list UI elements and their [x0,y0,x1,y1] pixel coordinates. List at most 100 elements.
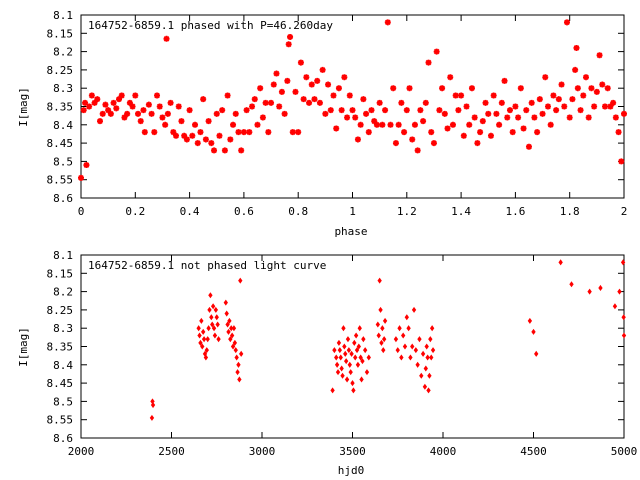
top-data-point [227,136,234,143]
top-data-point [547,121,554,128]
top-data-point [213,110,220,117]
top-data-point [289,129,296,136]
top-data-point [566,114,573,121]
top-data-point [285,41,292,48]
top-data-point [197,129,204,136]
bottom-data-point [342,343,347,350]
top-x-tick-label: 2 [621,205,628,218]
top-data-point [224,92,231,99]
top-data-point [403,107,410,114]
bottom-data-point [200,343,205,350]
bottom-data-point [238,277,243,284]
bottom-data-point [612,303,618,310]
top-data-point [428,129,435,136]
top-data-point [173,132,180,139]
top-data-point [468,85,475,92]
top-data-point [200,96,207,103]
bottom-data-point [354,347,360,354]
top-data-point [534,129,541,136]
top-data-point [316,99,323,106]
bottom-y-tick-label: 8.6 [53,432,73,445]
top-data-point [422,99,429,106]
bottom-data-point [149,414,155,421]
bottom-data-point [361,336,366,343]
top-data-point [395,121,402,128]
top-data-point [292,88,299,95]
bottom-data-point [210,321,215,328]
top-data-point [553,107,560,114]
top-data-point [194,140,201,147]
top-data-point [254,121,261,128]
top-data-point [474,140,481,147]
top-data-point [183,136,190,143]
top-data-point [205,118,212,125]
bottom-data-point [397,325,402,332]
bottom-data-point [382,336,387,343]
top-data-point [485,110,492,117]
bottom-x-tick-label: 2000 [68,445,95,458]
top-data-point [276,103,283,110]
bottom-data-point [348,369,353,376]
top-data-point [406,85,413,92]
top-data-point [550,92,557,99]
top-x-tick-label: 0.8 [288,205,308,218]
top-data-point [612,114,619,121]
top-y-tick-label: 8.2 [53,46,73,59]
top-data-point [311,96,318,103]
top-data-point [259,114,266,121]
top-data-point [574,85,581,92]
top-data-point [265,129,272,136]
top-data-point [238,147,245,154]
bottom-data-point [233,347,238,354]
bottom-data-point [381,347,386,354]
top-data-point [270,81,277,88]
bottom-xlabel: hjd0 [338,464,365,477]
bottom-data-point [375,321,381,328]
top-data-point [441,110,448,117]
bottom-data-point [363,347,368,354]
top-data-point [110,99,117,106]
top-y-tick-label: 8.1 [53,9,73,22]
bottom-data-point [399,354,404,361]
top-data-point [181,132,188,139]
top-data-point [477,129,484,136]
top-data-point [373,121,380,128]
bottom-data-point [239,350,244,357]
top-data-point [544,103,551,110]
top-chart-title: 164752-6859.1 phased with P=46.260day [88,19,333,32]
top-data-point [531,114,538,121]
top-data-point [251,96,258,103]
top-data-point [506,107,513,114]
top-data-point [528,99,535,106]
top-data-point [585,114,592,121]
top-data-point [105,107,112,114]
bottom-data-point [406,325,411,332]
bottom-data-point [236,361,241,368]
top-xlabel: phase [334,225,367,238]
top-data-point [91,99,98,106]
bottom-x-tick-label: 2500 [158,445,185,458]
top-data-point [126,99,133,106]
top-data-point [306,99,313,106]
bottom-data-point [231,325,237,332]
bottom-data-point [205,336,210,343]
top-data-point [303,74,310,81]
top-data-point [113,105,120,112]
top-data-point [344,114,351,121]
top-data-point [561,103,568,110]
bottom-data-point [330,387,335,394]
bottom-data-point [413,347,419,354]
bottom-data-point [378,306,383,313]
top-data-point [558,81,565,88]
bottom-data-point [332,347,337,354]
bottom-data-point [150,402,156,409]
top-data-point [211,147,218,154]
bottom-data-point [203,354,209,361]
top-data-point [102,101,109,108]
bottom-data-point [224,310,229,317]
top-data-point [297,59,304,66]
top-x-tick-label: 0 [78,205,85,218]
top-data-point [555,96,562,103]
top-data-point [186,107,193,114]
top-data-point [536,96,543,103]
